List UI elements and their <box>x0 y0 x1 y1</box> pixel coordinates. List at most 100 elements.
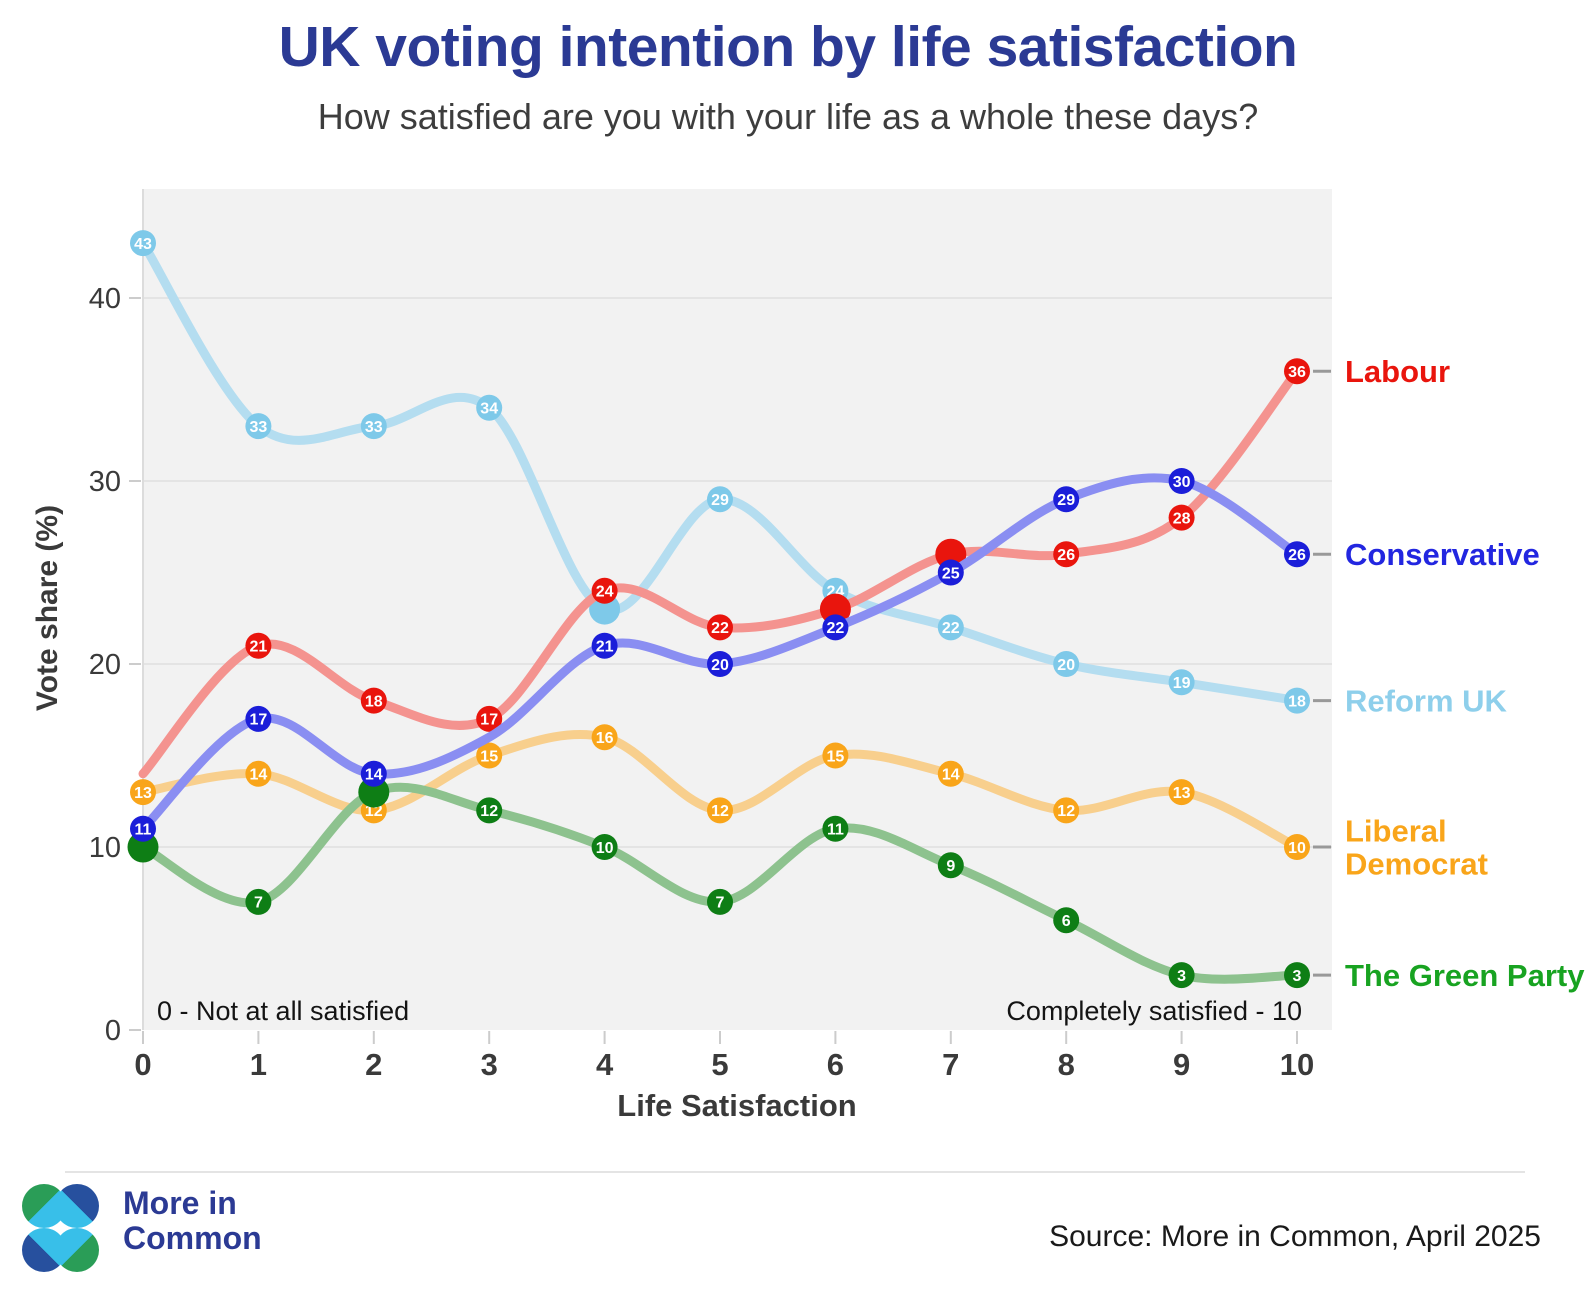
data-point-value-reform-uk-8: 20 <box>1057 657 1075 674</box>
data-point-reform-uk-10 <box>1284 687 1310 714</box>
data-point-value-conservative-9: 30 <box>1173 474 1191 491</box>
y-axis-title: Vote share (%) <box>31 504 64 712</box>
data-point-value-conservative-10: 26 <box>1288 547 1306 564</box>
data-point-labour-9 <box>1168 504 1195 531</box>
data-point-liberal-democrat-6 <box>822 742 849 769</box>
logo-circle-top-right <box>55 1184 99 1228</box>
y-tick-label-40: 40 <box>89 283 121 315</box>
data-point-conservative-5 <box>707 651 733 677</box>
data-point-value-the-green-party-9: 3 <box>1177 968 1186 985</box>
data-point-conservative-9 <box>1168 468 1195 494</box>
data-point-value-conservative-8: 29 <box>1057 492 1075 509</box>
emphasis-dot-reform-uk-4 <box>589 593 621 625</box>
legend-label-reform-uk: Reform UK <box>1345 683 1508 718</box>
data-point-value-liberal-democrat-8: 12 <box>1057 803 1075 820</box>
y-tick-label-30: 30 <box>89 466 121 498</box>
data-point-value-reform-uk-3: 34 <box>480 401 498 418</box>
data-point-value-liberal-democrat-10: 10 <box>1288 840 1306 857</box>
data-point-conservative-10 <box>1284 541 1310 568</box>
data-point-value-labour-1: 21 <box>250 638 268 655</box>
data-point-value-the-green-party-8: 6 <box>1062 913 1071 930</box>
annotation-not-satisfied: 0 - Not at all satisfied <box>157 996 410 1026</box>
x-tick-label-6: 6 <box>827 1047 844 1082</box>
legend-label-liberal-democrat-line1: Liberal <box>1345 813 1447 848</box>
x-tick-label-3: 3 <box>481 1047 498 1082</box>
data-point-value-liberal-democrat-7: 14 <box>942 767 960 784</box>
data-point-value-labour-5: 22 <box>711 620 729 637</box>
data-point-liberal-democrat-3 <box>476 742 503 769</box>
data-point-value-the-green-party-10: 3 <box>1293 968 1302 985</box>
data-point-value-conservative-6: 22 <box>827 620 845 637</box>
data-point-value-the-green-party-3: 12 <box>480 803 498 820</box>
data-point-liberal-democrat-8 <box>1053 797 1080 824</box>
data-point-value-labour-3: 17 <box>480 712 498 729</box>
data-point-labour-3 <box>476 705 503 732</box>
logo-wordmark-line1: More in <box>123 1185 237 1221</box>
data-point-value-liberal-democrat-4: 16 <box>596 730 614 747</box>
data-point-value-conservative-5: 20 <box>711 657 729 674</box>
data-point-value-liberal-democrat-5: 12 <box>711 803 729 820</box>
data-point-value-the-green-party-4: 10 <box>596 840 614 857</box>
data-point-the-green-party-4 <box>591 834 618 860</box>
data-point-value-labour-8: 26 <box>1057 547 1075 564</box>
data-point-liberal-democrat-9 <box>1168 779 1195 806</box>
data-point-value-reform-uk-10: 18 <box>1288 693 1306 710</box>
data-point-the-green-party-9 <box>1168 962 1195 989</box>
page-subtitle: How satisfied are you with your life as … <box>317 96 1259 137</box>
series-line-labour <box>138 366 1302 779</box>
x-tick-label-7: 7 <box>942 1047 959 1082</box>
logo-wordmark-line2: Common <box>123 1220 262 1256</box>
x-tick-label-10: 10 <box>1280 1047 1314 1082</box>
data-point-liberal-democrat-1 <box>245 760 272 787</box>
data-point-liberal-democrat-5 <box>707 797 733 824</box>
data-point-liberal-democrat-7 <box>937 760 964 787</box>
data-point-reform-uk-7 <box>937 614 964 641</box>
data-point-the-green-party-1 <box>245 888 272 915</box>
data-point-value-the-green-party-5: 7 <box>716 895 725 912</box>
emphasis-dot-the-green-party-0 <box>127 831 159 863</box>
data-point-conservative-2 <box>360 760 387 787</box>
data-point-reform-uk-3 <box>476 394 503 421</box>
x-tick-label-8: 8 <box>1058 1047 1075 1082</box>
data-point-reform-uk-0 <box>130 230 156 257</box>
page-title: UK voting intention by life satisfaction <box>278 15 1298 79</box>
emphasis-dot-the-green-party-2 <box>358 776 390 808</box>
data-point-value-liberal-democrat-0: 13 <box>134 785 152 802</box>
data-point-labour-4 <box>591 577 618 604</box>
data-point-conservative-0 <box>130 815 156 842</box>
annotation-completely-satisfied: Completely satisfied - 10 <box>1006 996 1302 1026</box>
data-point-value-liberal-democrat-3: 15 <box>480 748 498 765</box>
y-tick-label-20: 20 <box>89 649 121 681</box>
data-point-labour-8 <box>1053 541 1080 568</box>
x-tick-label-2: 2 <box>365 1047 382 1082</box>
data-point-value-conservative-1: 17 <box>250 712 268 729</box>
data-point-reform-uk-8 <box>1053 651 1080 677</box>
data-point-value-labour-9: 28 <box>1173 510 1191 527</box>
data-point-value-reform-uk-2: 33 <box>365 419 383 436</box>
data-point-value-labour-10: 36 <box>1288 364 1306 381</box>
data-point-conservative-7 <box>937 559 964 586</box>
data-point-reform-uk-1 <box>245 413 272 440</box>
data-point-value-liberal-democrat-1: 14 <box>250 767 268 784</box>
data-point-value-reform-uk-5: 29 <box>711 492 729 509</box>
data-point-the-green-party-10 <box>1284 962 1310 989</box>
data-point-value-conservative-0: 11 <box>135 821 152 838</box>
data-point-conservative-6 <box>822 614 849 641</box>
data-point-labour-2 <box>360 687 387 714</box>
data-point-liberal-democrat-10 <box>1284 834 1310 860</box>
x-tick-label-4: 4 <box>596 1047 614 1082</box>
x-tick-label-1: 1 <box>250 1047 267 1082</box>
legend-label-conservative: Conservative <box>1345 537 1540 572</box>
data-point-labour-10 <box>1284 358 1310 385</box>
legend-label-liberal-democrat-line2: Democrat <box>1345 846 1488 881</box>
x-axis-title: Life Satisfaction <box>617 1088 857 1123</box>
y-tick-label-10: 10 <box>89 832 121 864</box>
footer-divider <box>65 1171 1525 1173</box>
x-tick-label-5: 5 <box>711 1047 728 1082</box>
data-point-liberal-democrat-4 <box>591 724 618 751</box>
data-point-reform-uk-2 <box>360 413 387 440</box>
data-point-value-liberal-democrat-2: 12 <box>365 803 383 820</box>
data-point-reform-uk-5 <box>707 486 733 513</box>
data-point-value-labour-2: 18 <box>365 693 383 710</box>
